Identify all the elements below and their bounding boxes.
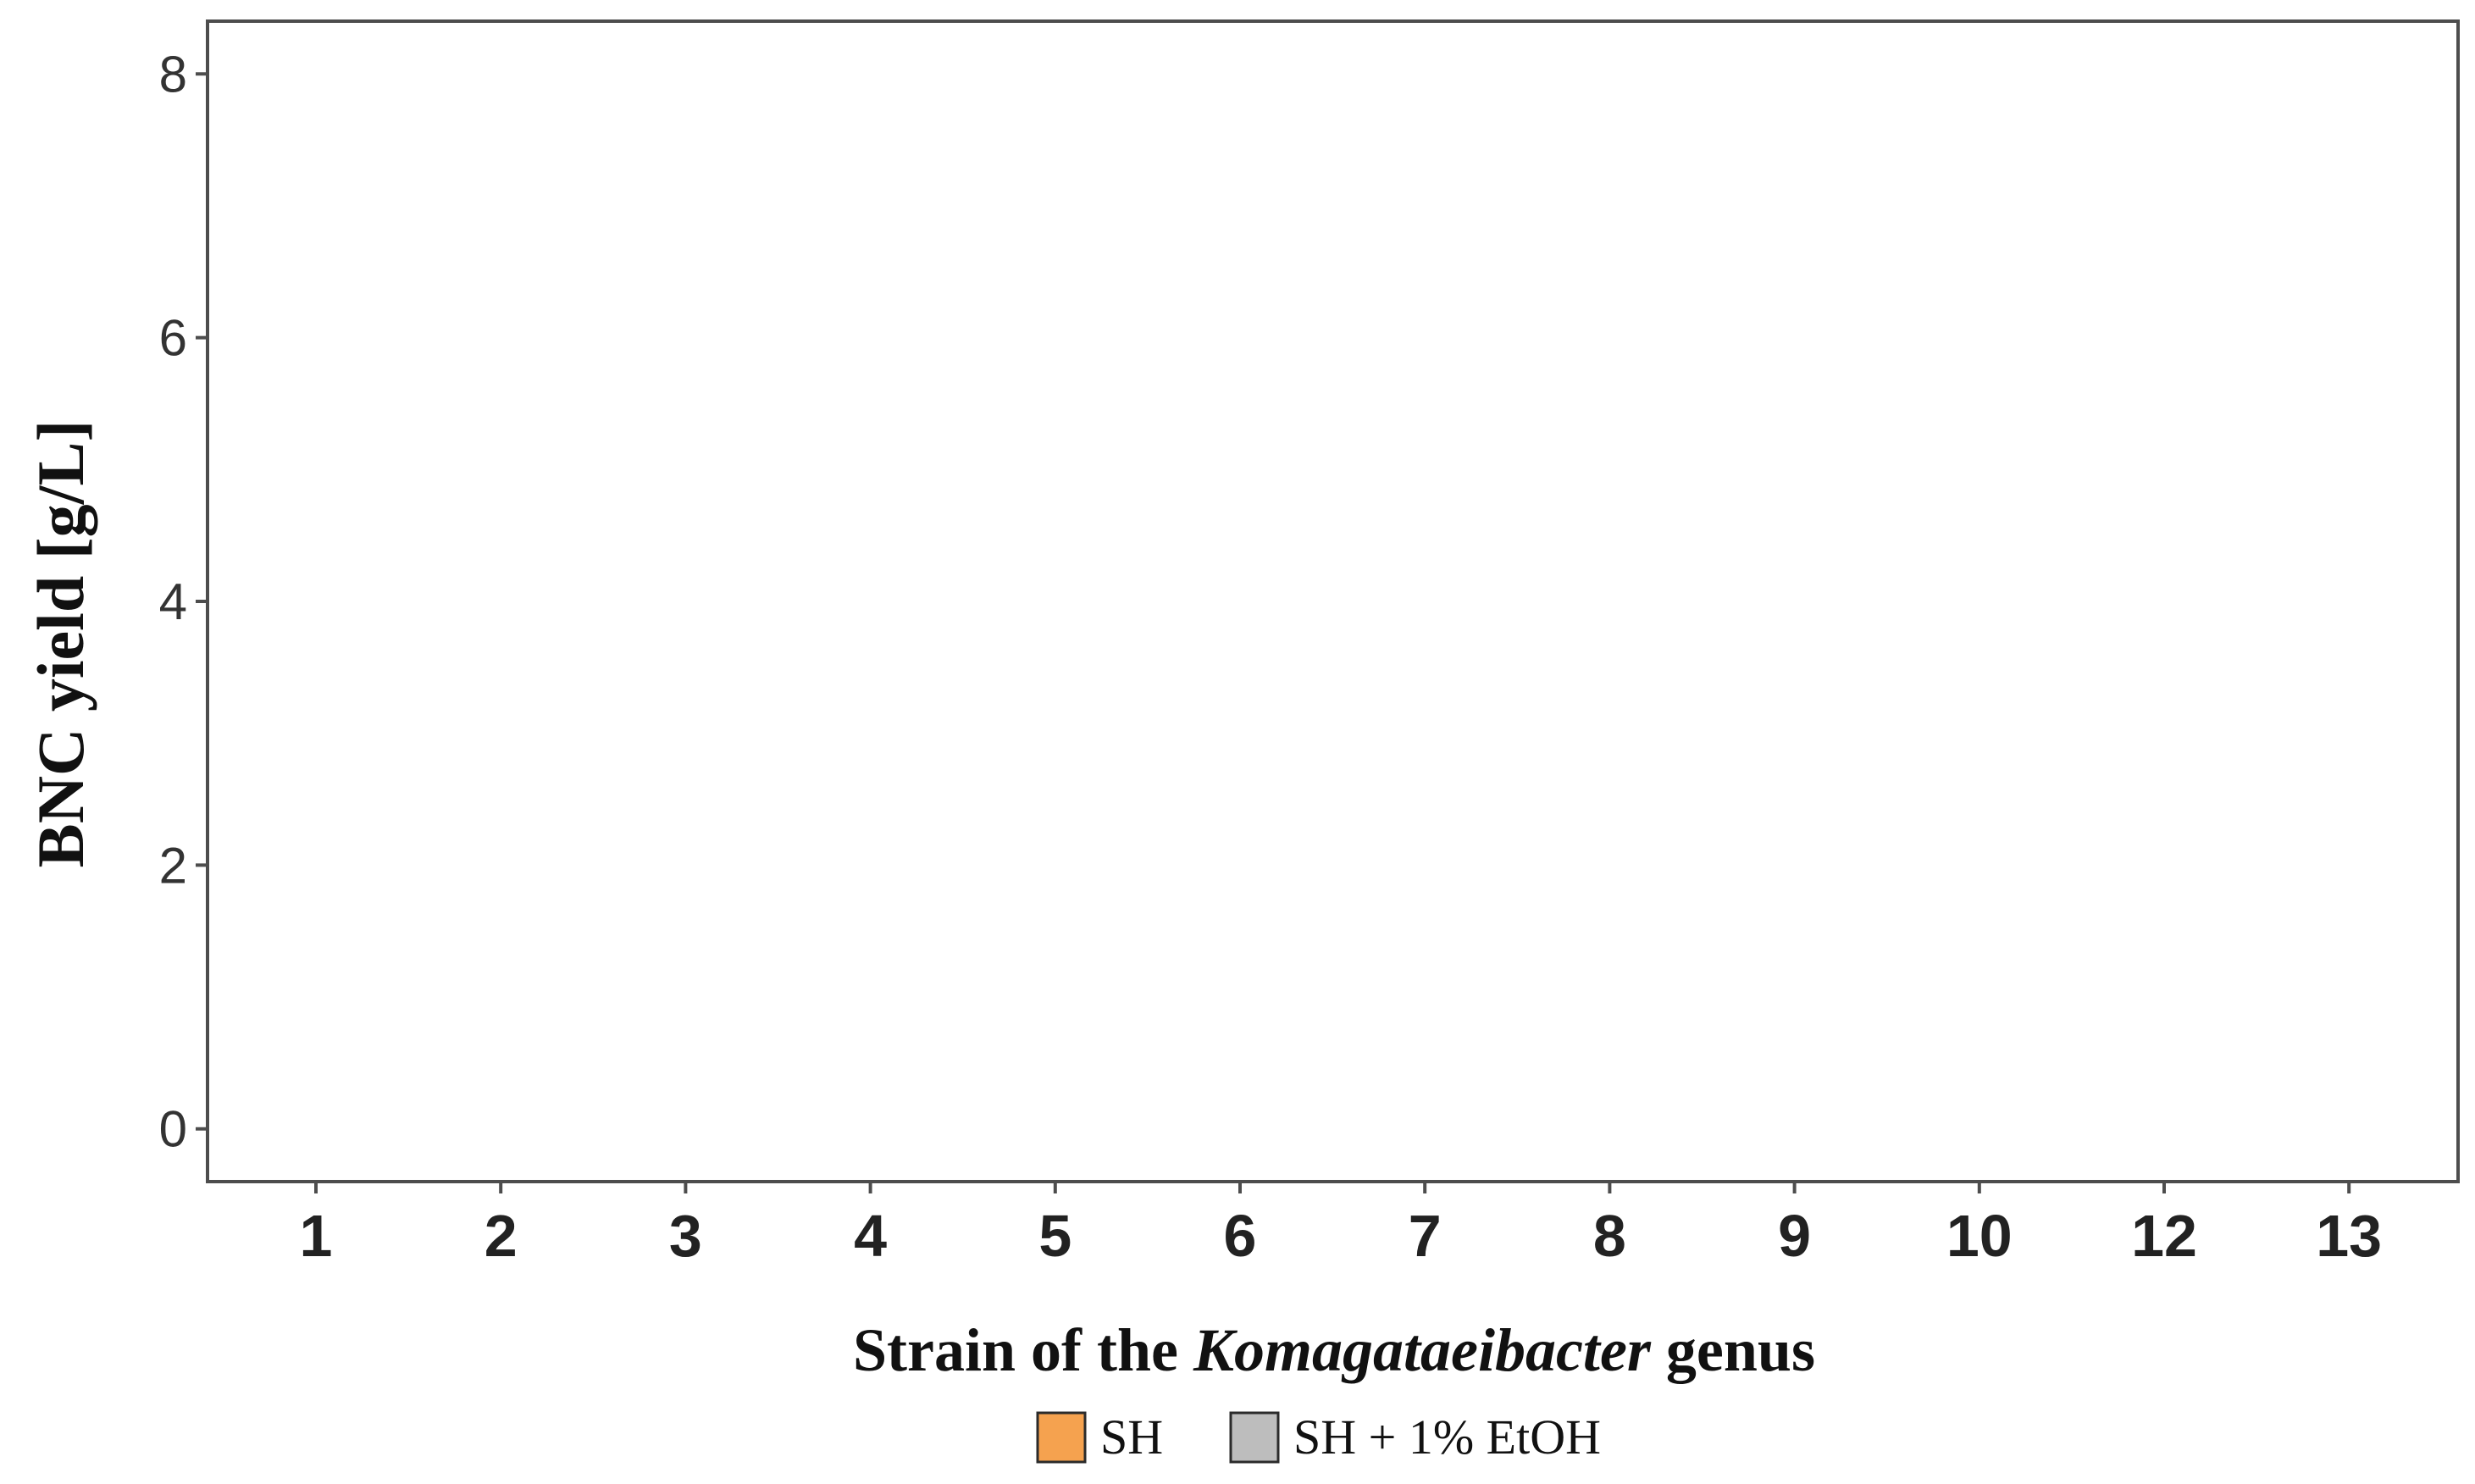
y-tick-label: 6 [159,310,187,367]
x-tick-label: 5 [1038,1203,1071,1269]
x-tick-label: 7 [1409,1203,1442,1269]
x-tick-label: 3 [669,1203,702,1269]
x-tick-label: 8 [1593,1203,1626,1269]
y-axis-title: BNC yield [g/L] [24,420,97,868]
x-axis-title: Strain of the Komagataeibacter genus [853,1316,1815,1384]
legend-swatch-sh [1036,1411,1087,1464]
x-tick-label: 9 [1778,1203,1811,1269]
x-tick-label: 6 [1224,1203,1257,1269]
y-tick-label: 0 [159,1101,187,1158]
x-tick-label: 1 [300,1203,333,1269]
legend-label-sh-etoh: SH + 1% EtOH [1293,1409,1601,1465]
y-tick-label: 8 [159,46,187,102]
x-tick-label: 13 [2316,1203,2382,1269]
x-axis-title-prefix: Strain of the [853,1316,1193,1384]
x-tick-label: 2 [484,1203,518,1269]
legend-swatch-sh-etoh [1229,1411,1280,1464]
y-tick-label: 2 [159,837,187,894]
panel-border [206,19,2460,1183]
x-tick-label: 10 [1946,1203,2013,1269]
legend-label-sh: SH [1100,1409,1163,1465]
x-axis-title-genus: Komagataeibacter [1193,1316,1652,1384]
x-tick-label: 4 [854,1203,887,1269]
x-tick-label: 12 [2131,1203,2197,1269]
y-tick-label: 4 [159,573,187,630]
legend: SH SH + 1% EtOH [1036,1409,1601,1465]
x-axis-title-suffix: genus [1651,1316,1815,1384]
